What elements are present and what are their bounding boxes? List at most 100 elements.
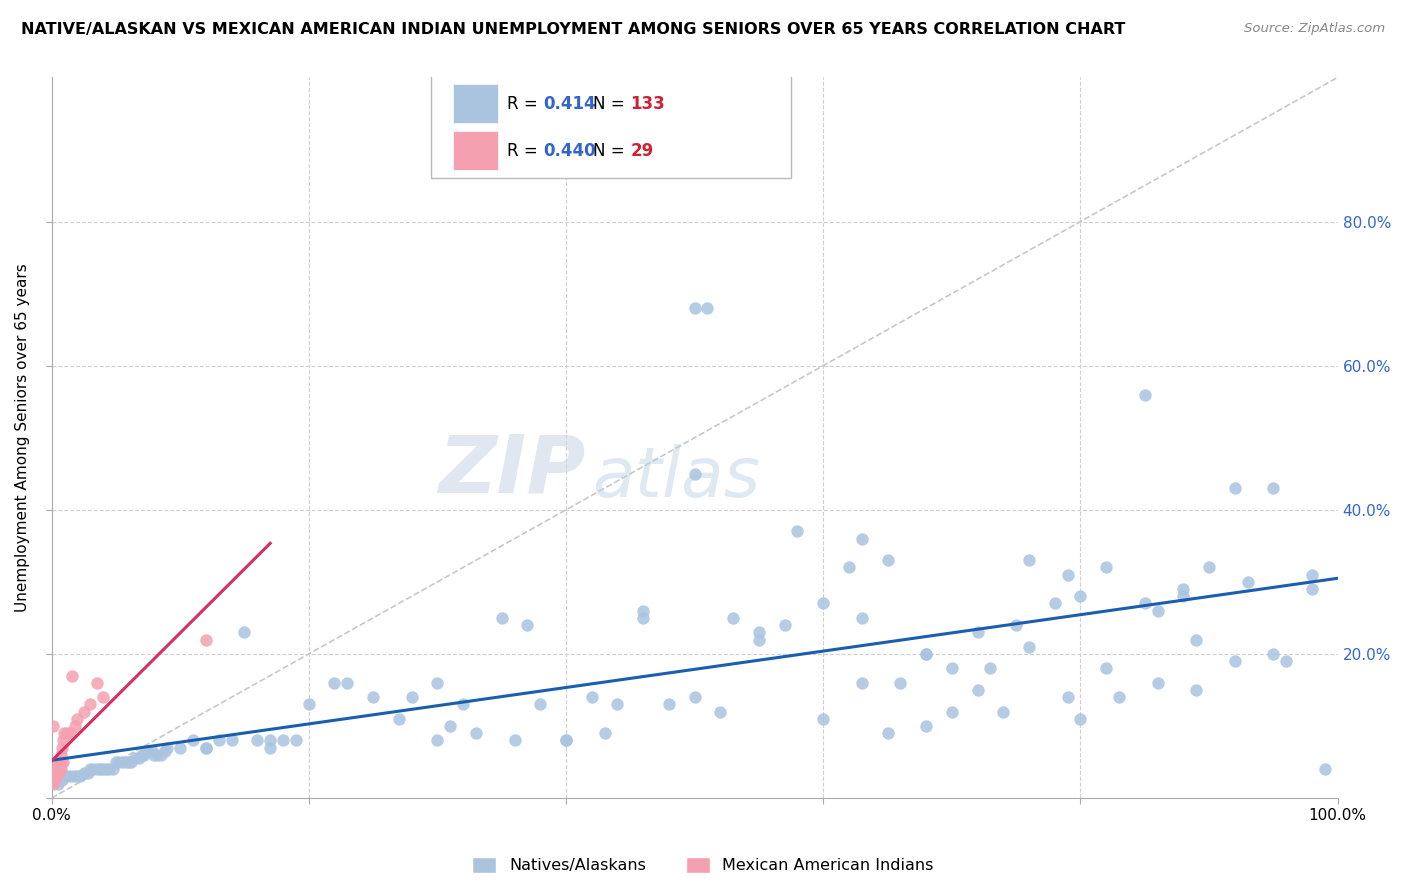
Point	[838, 560, 860, 574]
Point	[748, 632, 770, 647]
Point	[59, 769, 82, 783]
Point	[683, 301, 706, 315]
Point	[66, 712, 89, 726]
Point	[79, 698, 101, 712]
Legend: Natives/Alaskans, Mexican American Indians: Natives/Alaskans, Mexican American India…	[465, 850, 941, 880]
Text: atlas: atlas	[592, 444, 759, 511]
Point	[683, 467, 706, 481]
Point	[1018, 640, 1040, 654]
Text: 133: 133	[630, 95, 665, 112]
Point	[555, 733, 578, 747]
Point	[786, 524, 808, 539]
Point	[1263, 481, 1285, 495]
Point	[1223, 654, 1246, 668]
Point	[42, 719, 65, 733]
Point	[46, 777, 69, 791]
Point	[82, 762, 104, 776]
Text: N =: N =	[593, 95, 630, 112]
Point	[56, 769, 79, 783]
Point	[631, 611, 654, 625]
Point	[79, 762, 101, 776]
Point	[298, 698, 321, 712]
Point	[103, 762, 125, 776]
Point	[46, 765, 69, 780]
Point	[1198, 560, 1220, 574]
Point	[979, 661, 1001, 675]
Point	[465, 726, 488, 740]
Point	[128, 751, 150, 765]
Point	[993, 705, 1015, 719]
Text: Source: ZipAtlas.com: Source: ZipAtlas.com	[1244, 22, 1385, 36]
Point	[709, 705, 731, 719]
Point	[1173, 582, 1195, 596]
Point	[323, 675, 346, 690]
Point	[1056, 567, 1078, 582]
Point	[1185, 632, 1208, 647]
Point	[51, 772, 73, 787]
Point	[1095, 560, 1118, 574]
Point	[915, 719, 938, 733]
Point	[141, 744, 163, 758]
Point	[941, 705, 963, 719]
Point	[889, 675, 911, 690]
Point	[388, 712, 411, 726]
Point	[915, 647, 938, 661]
Point	[1236, 574, 1258, 589]
FancyBboxPatch shape	[453, 131, 498, 170]
Text: 0.414: 0.414	[543, 95, 596, 112]
Text: 29: 29	[630, 142, 654, 160]
Text: R =: R =	[506, 142, 543, 160]
Point	[60, 668, 83, 682]
Point	[259, 740, 281, 755]
Point	[208, 733, 231, 747]
Point	[631, 604, 654, 618]
Point	[696, 301, 718, 315]
Point	[941, 661, 963, 675]
Point	[966, 625, 988, 640]
Point	[581, 690, 603, 705]
Point	[721, 611, 744, 625]
Point	[194, 740, 217, 755]
Point	[1263, 647, 1285, 661]
Point	[284, 733, 307, 747]
Point	[169, 740, 191, 755]
Point	[63, 719, 86, 733]
Point	[529, 698, 551, 712]
Point	[91, 690, 114, 705]
Point	[1223, 481, 1246, 495]
Point	[915, 647, 938, 661]
Point	[271, 733, 294, 747]
Point	[48, 762, 70, 776]
Point	[94, 762, 117, 776]
Point	[246, 733, 269, 747]
Point	[439, 719, 461, 733]
Point	[52, 733, 75, 747]
Point	[451, 698, 474, 712]
Point	[73, 705, 96, 719]
Point	[1095, 661, 1118, 675]
Point	[86, 762, 108, 776]
Point	[149, 747, 172, 762]
Point	[51, 740, 73, 755]
Point	[1301, 582, 1323, 596]
Point	[120, 755, 142, 769]
Point	[851, 532, 873, 546]
Point	[66, 769, 89, 783]
Point	[233, 625, 256, 640]
Point	[259, 733, 281, 747]
Point	[146, 747, 169, 762]
Point	[44, 765, 66, 780]
Point	[773, 618, 796, 632]
Point	[516, 618, 538, 632]
Point	[124, 751, 146, 765]
Point	[491, 611, 513, 625]
Point	[1069, 589, 1091, 603]
Point	[1133, 387, 1156, 401]
Point	[1043, 597, 1066, 611]
Point	[86, 675, 108, 690]
Point	[426, 675, 449, 690]
Point	[194, 740, 217, 755]
Point	[46, 755, 69, 769]
Point	[966, 683, 988, 698]
Point	[73, 765, 96, 780]
